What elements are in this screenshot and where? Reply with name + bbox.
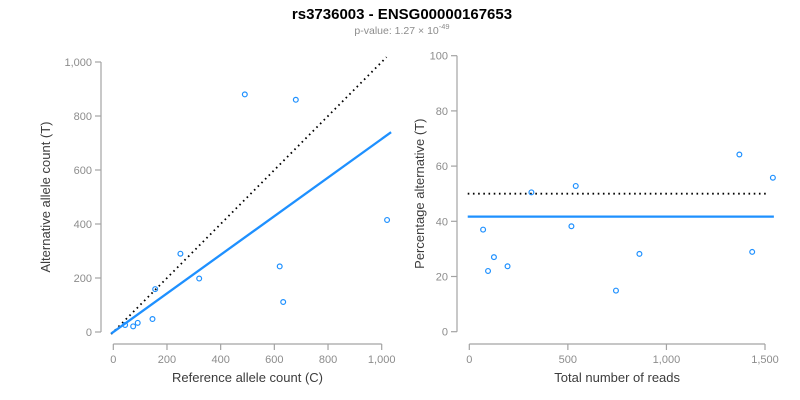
data-point xyxy=(149,316,156,323)
pvalue-mantissa: 1.27 xyxy=(395,25,416,37)
identity-line xyxy=(110,56,388,335)
y-tick-label: 60 xyxy=(436,161,448,173)
data-point xyxy=(177,250,184,257)
data-point xyxy=(122,321,129,328)
data-point xyxy=(636,250,643,257)
x-tick-label: 600 xyxy=(265,354,283,366)
pvalue-times-ten: × 10 xyxy=(415,25,439,37)
x-tick-label: 500 xyxy=(559,354,577,366)
y-tick-label: 100 xyxy=(430,51,448,63)
data-point xyxy=(134,319,141,326)
x-tick-label: 1,000 xyxy=(368,354,396,366)
y-tick-label: 0 xyxy=(442,327,448,339)
data-point xyxy=(152,286,159,293)
y-axis-title: Percentage alternative (T) xyxy=(412,119,427,269)
pvalue-exponent: -49 xyxy=(439,22,450,31)
data-point xyxy=(612,287,619,294)
data-point xyxy=(749,248,756,255)
data-point xyxy=(196,275,203,282)
y-tick-label: 800 xyxy=(74,111,92,123)
x-tick-label: 400 xyxy=(211,354,229,366)
y-axis-title: Alternative allele count (T) xyxy=(38,121,53,272)
data-point xyxy=(292,96,299,103)
fitted-ratio-line xyxy=(110,131,392,335)
data-point xyxy=(130,323,137,330)
y-tick-label: 200 xyxy=(74,273,92,285)
scatter-panel-right: 0 500 1,000 1,500 0 20 40 60 80 100 Total number o… xyxy=(412,51,779,385)
x-axis-title: Total number of reads xyxy=(554,370,680,385)
data-point xyxy=(572,182,579,189)
data-point xyxy=(241,91,248,98)
data-point xyxy=(485,267,492,274)
data-point xyxy=(528,189,535,196)
scatter-panel-left: 0 200 400 600 800 1,000 0 200 400 600 800 1,000 Refe… xyxy=(38,56,396,385)
data-point xyxy=(280,299,287,306)
y-tick-label: 40 xyxy=(436,216,448,228)
chart-subtitle: p-value: 1.27 × 10-49 xyxy=(354,22,449,37)
pvalue-label: p-value: xyxy=(354,25,394,37)
data-point xyxy=(736,151,743,158)
x-tick-label: 1,500 xyxy=(751,354,779,366)
y-tick-label: 80 xyxy=(436,106,448,118)
x-tick-label: 1,000 xyxy=(653,354,681,366)
y-tick-label: 0 xyxy=(86,327,92,339)
data-point xyxy=(769,174,776,181)
x-tick-label: 800 xyxy=(319,354,337,366)
x-tick-label: 0 xyxy=(110,354,116,366)
data-point xyxy=(276,263,283,270)
data-point xyxy=(490,254,497,261)
data-point xyxy=(504,263,511,270)
y-tick-label: 600 xyxy=(74,165,92,177)
data-point xyxy=(384,216,391,223)
y-tick-label: 20 xyxy=(436,272,448,284)
data-point xyxy=(568,223,575,230)
chart-title: rs3736003 - ENSG00000167653 xyxy=(292,6,512,23)
x-tick-label: 0 xyxy=(466,354,472,366)
y-tick-label: 1,000 xyxy=(64,57,92,69)
data-point xyxy=(480,226,487,233)
x-tick-label: 200 xyxy=(158,354,176,366)
x-axis-title: Reference allele count (C) xyxy=(172,370,323,385)
y-tick-label: 400 xyxy=(74,219,92,231)
